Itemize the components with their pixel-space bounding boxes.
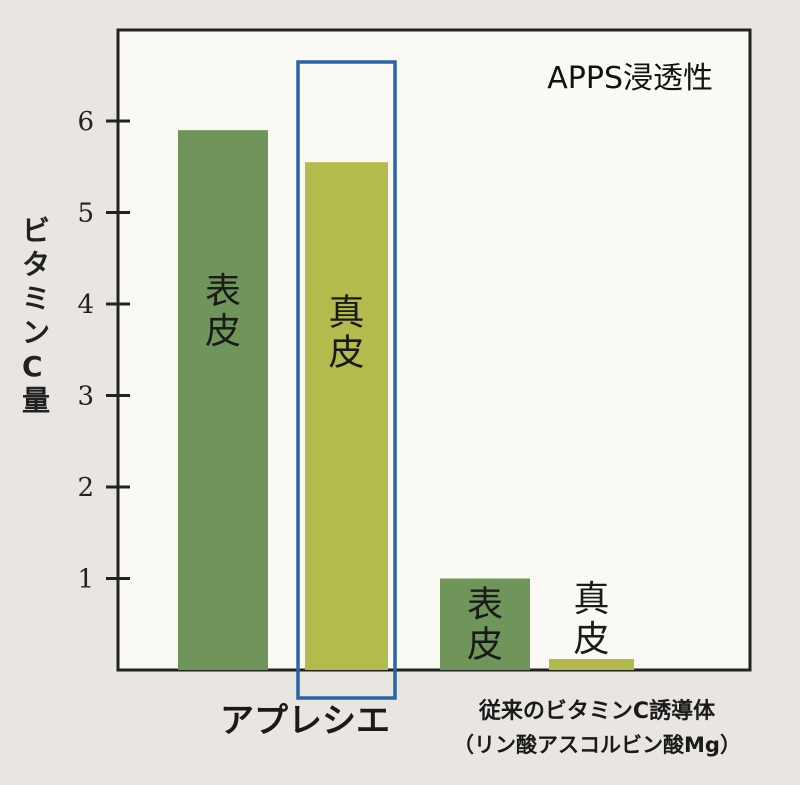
y-axis-label: ビタミン C 量: [22, 214, 50, 417]
group-label: 従来のビタミンC誘導体: [478, 698, 716, 724]
y-axis: 1 2 3 4 5 6: [77, 107, 130, 595]
y-tick-label: 4: [77, 290, 94, 320]
bar-label: 表皮: [467, 585, 503, 666]
y-tick-label: 3: [77, 382, 94, 412]
y-tick-label: 2: [77, 473, 94, 503]
group-label: アプレシエ: [220, 701, 390, 741]
bar-label: 真皮: [573, 579, 609, 660]
bar-label: 真皮: [328, 293, 364, 374]
y-tick-label: 6: [77, 107, 94, 137]
y-tick-label: 5: [77, 199, 94, 229]
highlight-frame: [296, 60, 397, 700]
bar: [178, 130, 268, 670]
y-tick-label: 1: [77, 565, 94, 595]
group-sublabel: （リン酸アスコルビン酸Mg）: [453, 733, 741, 757]
bar: [440, 578, 530, 670]
bar: [549, 659, 634, 670]
group-labels: アプレシエ 従来のビタミンC誘導体 （リン酸アスコルビン酸Mg）: [220, 698, 741, 757]
bar: [305, 162, 388, 671]
chart-title: APPS浸透性: [547, 61, 713, 96]
bars: [178, 130, 634, 671]
bar-label: 表皮: [205, 271, 241, 352]
